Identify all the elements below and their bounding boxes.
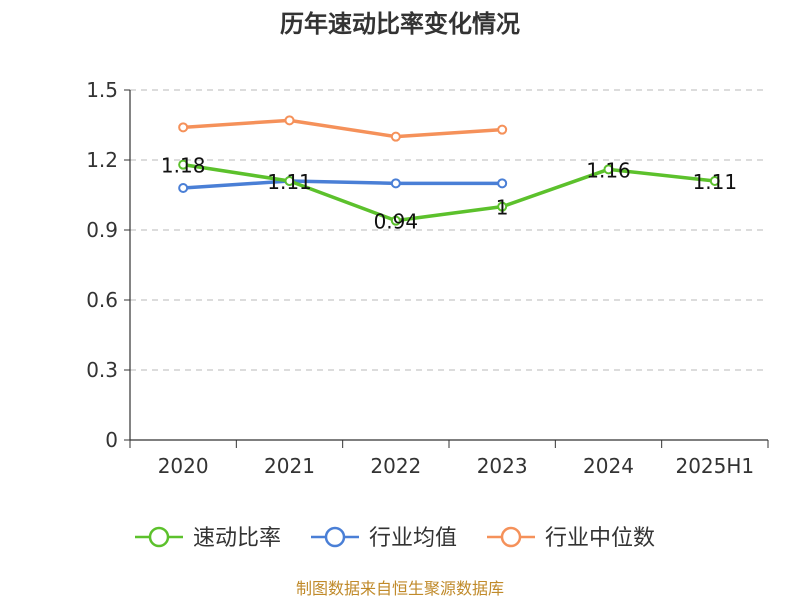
data-point <box>603 164 614 175</box>
x-tick-label: 2024 <box>583 454 634 478</box>
series-lines <box>178 115 720 226</box>
data-labels: 1.18 1.11 0.94 1 1.16 1.11 <box>161 154 737 234</box>
series-line-2 <box>183 118 503 139</box>
series-line-0 <box>182 162 716 223</box>
data-point <box>709 176 720 186</box>
data-label: 0.94 <box>374 210 419 234</box>
data-label: 1.11 <box>693 170 738 194</box>
legend-label: 速动比率 <box>193 526 281 551</box>
y-tick-label: 1.5 <box>86 78 118 102</box>
legend-label: 行业中位数 <box>545 526 655 551</box>
data-point <box>497 124 508 135</box>
grid-lines <box>130 89 768 371</box>
data-point <box>497 178 508 189</box>
data-label: 1 <box>496 196 509 220</box>
y-tick-label: 0.6 <box>86 288 118 312</box>
data-point <box>178 183 189 193</box>
legend: 速动比率 行业均值 行业中位数 <box>135 526 655 551</box>
x-tick-label: 2023 <box>477 454 528 478</box>
data-label: 1.16 <box>586 158 631 182</box>
data-point <box>178 159 189 170</box>
y-tick-label: 0.9 <box>86 218 118 242</box>
data-point <box>390 215 401 226</box>
data-point <box>390 178 401 189</box>
x-tick-label: 2022 <box>370 454 421 478</box>
data-point <box>178 122 189 133</box>
legend-marker <box>148 526 170 548</box>
data-point <box>390 131 401 142</box>
data-point <box>284 115 295 126</box>
data-label: 1.11 <box>267 170 312 194</box>
y-tick-label: 1.2 <box>86 148 118 172</box>
legend-marker <box>324 526 346 548</box>
x-tick-label: 2021 <box>264 454 315 478</box>
x-tick-label: 2020 <box>158 454 209 478</box>
y-tick-label: 0 <box>105 428 118 452</box>
y-tick-label: 0.3 <box>86 358 118 382</box>
x-tick-label: 2025H1 <box>675 454 754 478</box>
data-label: 1.18 <box>161 154 206 178</box>
series-line-1 <box>183 179 503 190</box>
chart-title: 历年速动比率变化情况 <box>280 10 520 38</box>
data-point <box>284 176 295 186</box>
source-note: 制图数据来自恒生聚源数据库 <box>296 579 504 598</box>
data-point <box>497 201 508 212</box>
legend-label: 行业均值 <box>369 526 457 551</box>
legend-marker <box>500 526 522 548</box>
axes: 0 0.3 0.6 0.9 1.2 1.5 2020 2021 2022 2023 2024 2025… <box>86 78 769 478</box>
